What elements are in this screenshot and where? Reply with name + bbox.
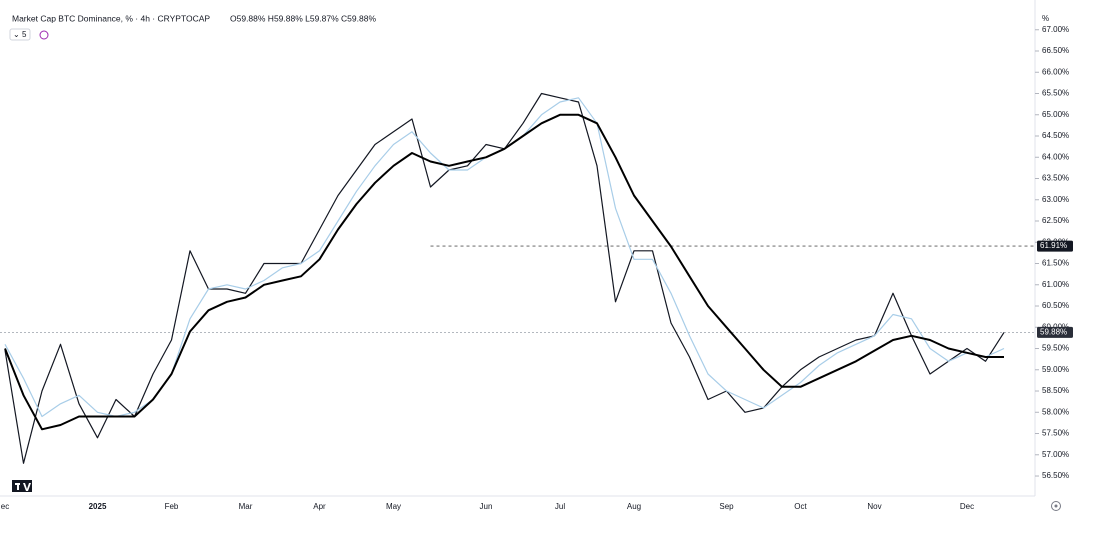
- y-tick-label: 65.50%: [1042, 89, 1069, 98]
- x-tick-label: Jun: [480, 502, 493, 511]
- price-label-box: [1037, 326, 1073, 338]
- indicator-icon: [39, 30, 49, 40]
- y-tick-label: 59.00%: [1042, 365, 1069, 374]
- ohlc-readout: O59.88% H59.88% L59.87% C59.88%: [230, 13, 376, 23]
- x-tick-label: Nov: [867, 502, 881, 511]
- y-tick-label: 66.50%: [1042, 46, 1069, 55]
- y-tick-label: 58.50%: [1042, 386, 1069, 395]
- chevron: ⌄: [13, 30, 20, 39]
- y-tick-label: 57.50%: [1042, 429, 1069, 438]
- price-label: 59.88%: [1040, 327, 1067, 336]
- x-tick-label: Apr: [313, 502, 326, 511]
- series-line: [4, 97, 1005, 418]
- y-tick-label: 61.50%: [1042, 259, 1069, 268]
- tv-logo: [12, 480, 32, 492]
- indicators-toggle[interactable]: [9, 28, 31, 41]
- y-tick-label: 62.50%: [1042, 216, 1069, 225]
- price-label: 61.91%: [1040, 241, 1067, 250]
- y-tick-label: 60.50%: [1042, 301, 1069, 310]
- y-tick-label: 63.50%: [1042, 174, 1069, 183]
- series-line: [4, 113, 1004, 431]
- y-tick-label: 56.50%: [1042, 471, 1069, 480]
- y-tick-label: 57.00%: [1042, 450, 1069, 459]
- y-tick-label: 65.00%: [1042, 110, 1069, 119]
- y-tick-label: 67.00%: [1042, 25, 1069, 34]
- x-tick-label: Mar: [239, 502, 253, 511]
- settings-icon[interactable]: [1051, 501, 1061, 511]
- y-tick-label: 64.50%: [1042, 131, 1069, 140]
- y-tick-label: 64.00%: [1042, 152, 1069, 161]
- price-label-box: [1037, 240, 1073, 252]
- y-tick-label: 59.50%: [1042, 344, 1069, 353]
- y-tick-label: 61.00%: [1042, 280, 1069, 289]
- chart-title: Market Cap BTC Dominance, % · 4h · CRYPT…: [12, 13, 210, 23]
- x-tick-label: ec: [1, 502, 9, 511]
- x-tick-label: Feb: [165, 502, 179, 511]
- x-tick-label: May: [386, 502, 401, 511]
- y-tick-label: 58.00%: [1042, 407, 1069, 416]
- y-axis-label: %: [1042, 14, 1049, 23]
- x-tick-label: Dec: [960, 502, 974, 511]
- x-tick-label: Jul: [555, 502, 565, 511]
- x-tick-label: 2025: [89, 502, 107, 511]
- x-tick-label: Aug: [627, 502, 641, 511]
- x-tick-label: Oct: [794, 502, 807, 511]
- y-tick-label: 66.00%: [1042, 67, 1069, 76]
- y-tick-label: 63.00%: [1042, 195, 1069, 204]
- indicators-count: 5: [22, 30, 27, 39]
- x-tick-label: Sep: [719, 502, 734, 511]
